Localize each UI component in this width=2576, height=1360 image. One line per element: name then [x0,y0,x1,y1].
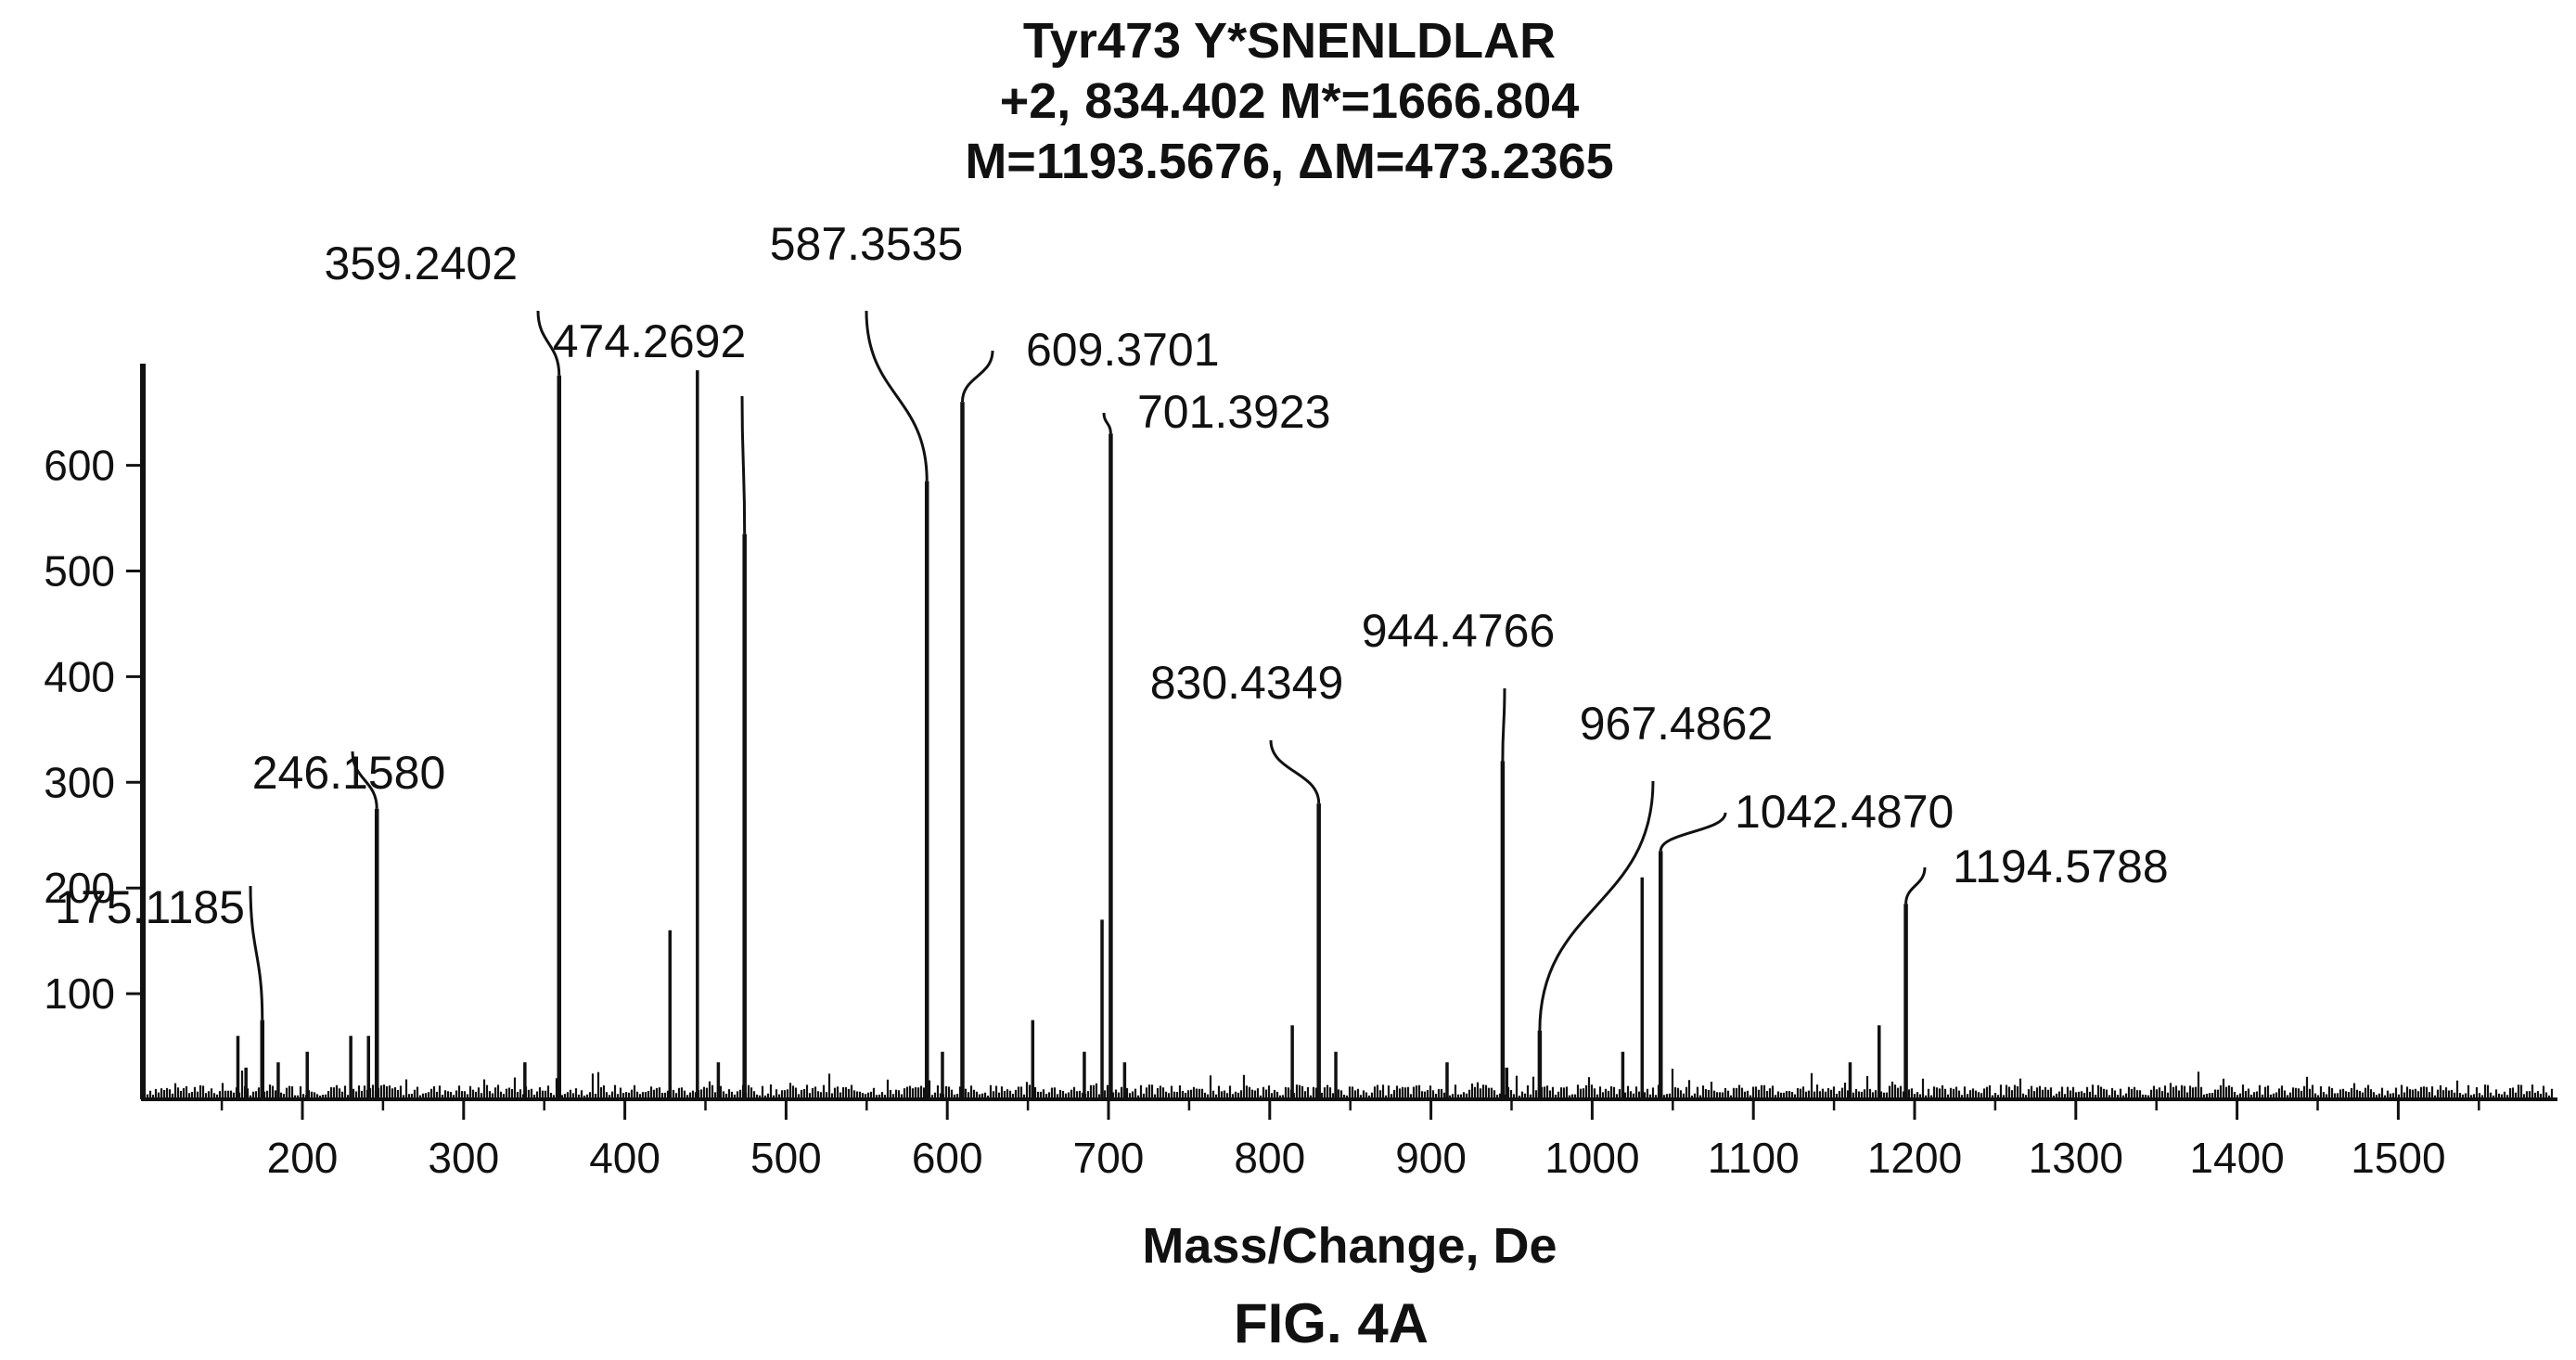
title-line-3: M=1193.5676, ΔM=473.2365 [965,134,1613,189]
peak-label: 246.1580 [252,747,446,799]
figure-label: FIG. 4A [1234,1292,1429,1354]
y-tick-label-100: 100 [44,969,115,1018]
peak-label: 1042.4870 [1735,786,1954,838]
minor-peaks [236,370,1881,1099]
x-tick-label-800: 800 [1234,1134,1305,1182]
peak-label: 609.3701 [1026,324,1220,376]
x-tick-label-400: 400 [589,1134,660,1182]
peak-label: 1194.5788 [1953,840,2169,892]
peak-label: 359.2402 [324,237,518,289]
labeled-peaks: 175.1185 246.1580 359.2402 474.2692 587.3535… [55,218,2169,1099]
x-tick-label-700: 700 [1073,1134,1145,1182]
peak-label: 701.3923 [1137,386,1331,438]
peak-leader [865,310,929,481]
x-tick-label-1500: 1500 [2351,1134,2445,1182]
y-tick-label-300: 300 [44,758,115,806]
peak-label: 474.2692 [553,315,747,367]
peak-label: 175.1185 [55,881,245,933]
peak-label: 944.4766 [1362,605,1556,657]
peak-701.3923: 701.3923 [1102,386,1331,1099]
x-axis-title: Mass/Change, De [1142,1218,1557,1274]
peak-leader [740,395,747,534]
peak-944.4766: 944.4766 [1362,605,1556,1099]
x-tick-label-300: 300 [428,1134,499,1182]
peak-967.4862: 967.4862 [1537,698,1774,1099]
x-axis-ticks: 200 300 400 500 600 700 800 900 1000 1100 1200 1300… [220,1099,2480,1182]
peak-587.3535: 587.3535 [770,218,964,1099]
peak-leader [1269,739,1321,804]
y-tick-label-200: 200 [44,864,115,912]
baseline-noise [143,1069,2554,1099]
peak-474.2692: 474.2692 [553,315,747,1099]
peak-leader [1538,780,1655,1031]
y-tick-label-400: 400 [44,652,115,700]
peak-label: 587.3535 [770,218,964,270]
peak-leader [1904,866,1927,905]
y-tick-label-600: 600 [44,442,115,490]
peak-leader [351,751,378,809]
x-tick-label-1200: 1200 [1867,1134,1962,1182]
peak-359.2402: 359.2402 [324,237,562,1099]
peak-leader [1501,687,1506,762]
peak-1194.5788: 1194.5788 [1903,840,2169,1099]
peak-leader [536,310,561,376]
chart-title: Tyr473 Y*SNENLDLAR +2, 834.402 M*=1666.8… [965,13,1613,189]
y-axis-ticks: 100 200 300 400 500 600 [44,442,143,1018]
peak-830.4349: 830.4349 [1150,657,1344,1099]
peak-609.3701: 609.3701 [960,324,1220,1099]
x-tick-label-500: 500 [750,1134,822,1182]
title-line-2: +2, 834.402 M*=1666.804 [1000,73,1580,129]
x-tick-label-1400: 1400 [2189,1134,2284,1182]
peak-label: 967.4862 [1580,698,1774,750]
title-line-1: Tyr473 Y*SNENLDLAR [1023,13,1556,69]
peak-1042.4870: 1042.4870 [1658,786,1954,1099]
x-tick-label-600: 600 [912,1134,983,1182]
x-tick-label-1100: 1100 [1708,1134,1800,1182]
peak-leader [1659,812,1727,852]
y-tick-label-500: 500 [44,547,115,596]
peak-leader [1102,412,1112,434]
peak-246.1580: 246.1580 [252,747,446,1099]
peak-175.1185: 175.1185 [55,881,265,1099]
peak-leader [960,350,994,403]
x-tick-label-1000: 1000 [1544,1134,1639,1182]
x-tick-label-200: 200 [267,1134,339,1182]
noise-path [143,1069,2554,1099]
peak-leader [249,885,264,1020]
x-tick-label-900: 900 [1395,1134,1467,1182]
peak-label: 830.4349 [1150,657,1344,709]
x-tick-label-1300: 1300 [2029,1134,2123,1182]
